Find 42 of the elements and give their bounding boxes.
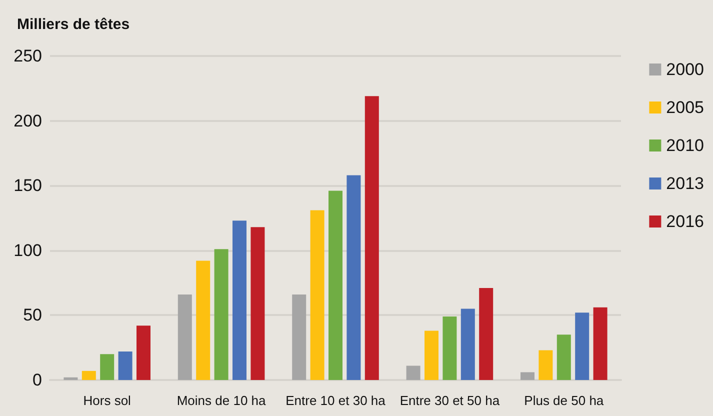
legend-label: 2010 <box>666 136 704 155</box>
y-tick-label: 50 <box>23 306 42 325</box>
x-tick-label: Entre 10 et 30 ha <box>286 393 386 408</box>
bar <box>250 227 265 380</box>
bar <box>64 377 78 380</box>
bar <box>479 288 494 380</box>
bar <box>118 351 132 380</box>
legend-label: 2005 <box>666 98 704 117</box>
bar <box>556 334 571 380</box>
bar <box>100 354 114 380</box>
bar <box>178 294 192 380</box>
y-axis-title: Milliers de têtes <box>17 16 130 33</box>
bar <box>442 316 457 380</box>
bar <box>460 308 475 380</box>
bar <box>136 326 150 380</box>
bar <box>232 220 246 380</box>
legend-label: 2013 <box>666 174 704 193</box>
y-tick-label: 250 <box>14 46 42 66</box>
bar <box>520 372 534 380</box>
y-tick-label: 200 <box>14 111 42 130</box>
legend-label: 2000 <box>666 60 704 79</box>
bar <box>310 210 324 380</box>
bar <box>575 312 590 380</box>
bar <box>328 190 342 380</box>
bar <box>406 366 420 380</box>
x-tick-label: Moins de 10 ha <box>176 393 267 408</box>
bar <box>538 350 553 380</box>
y-tick-label: 100 <box>14 240 42 260</box>
bar <box>214 249 228 380</box>
bar <box>346 175 361 380</box>
bar <box>196 260 210 380</box>
bar <box>593 307 608 380</box>
bar <box>424 330 438 380</box>
x-tick-label: Entre 30 et 50 ha <box>400 393 500 408</box>
y-tick-label: 0 <box>32 370 42 390</box>
x-tick-label: Hors sol <box>83 393 132 408</box>
x-tick-label: Plus de 50 ha <box>524 393 604 408</box>
bar <box>292 294 306 380</box>
legend-label: 2016 <box>666 212 704 231</box>
bar <box>82 370 96 380</box>
y-tick-label: 150 <box>14 176 42 196</box>
bar <box>364 96 379 380</box>
